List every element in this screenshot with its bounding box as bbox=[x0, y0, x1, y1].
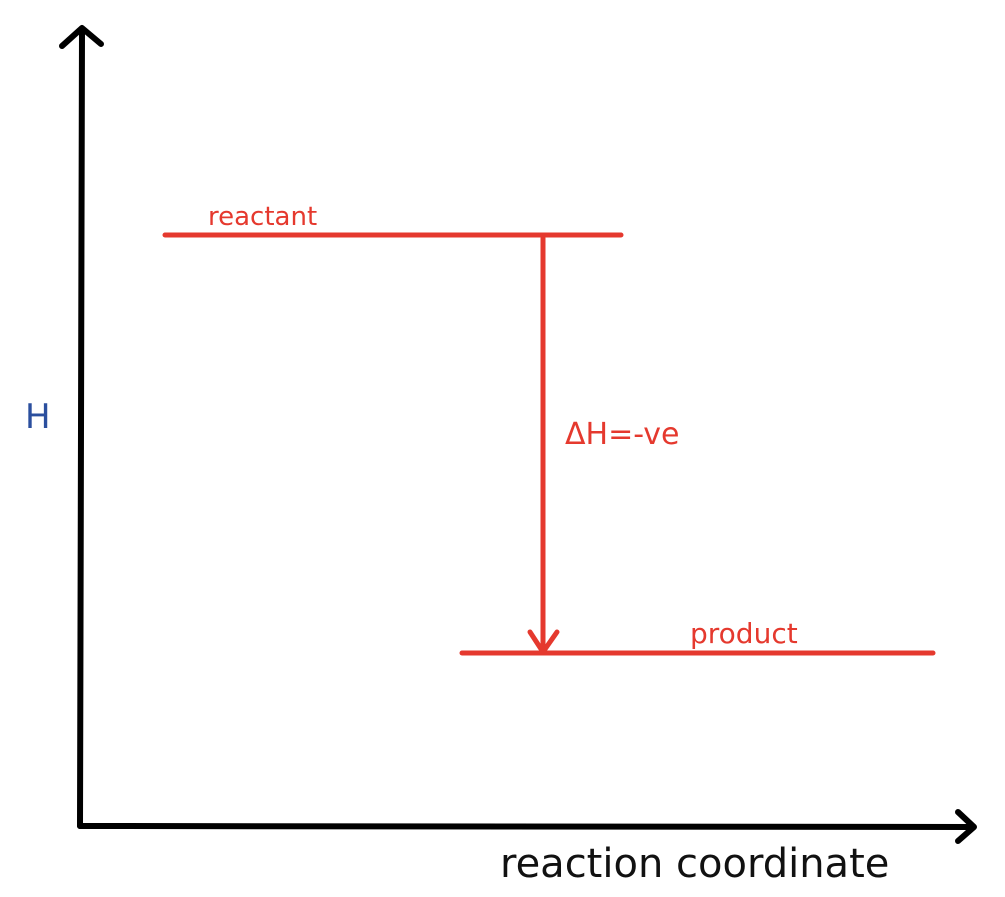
x-axis bbox=[77, 823, 975, 830]
energy-levels: reactant product bbox=[162, 202, 936, 656]
y-axis-label: H bbox=[25, 397, 51, 437]
x-axis-label: reaction coordinate bbox=[500, 841, 889, 887]
x-axis-arrowhead bbox=[955, 809, 977, 844]
enthalpy-change-arrow: ΔH=-ve bbox=[527, 235, 679, 655]
reactant-label: reactant bbox=[208, 202, 317, 232]
y-axis bbox=[77, 27, 85, 829]
delta-h-label: ΔH=-ve bbox=[565, 417, 679, 452]
y-axis-arrowhead bbox=[59, 25, 104, 49]
delta-h-arrowhead bbox=[527, 629, 560, 655]
product-label: product bbox=[690, 617, 798, 650]
axes bbox=[59, 25, 977, 844]
